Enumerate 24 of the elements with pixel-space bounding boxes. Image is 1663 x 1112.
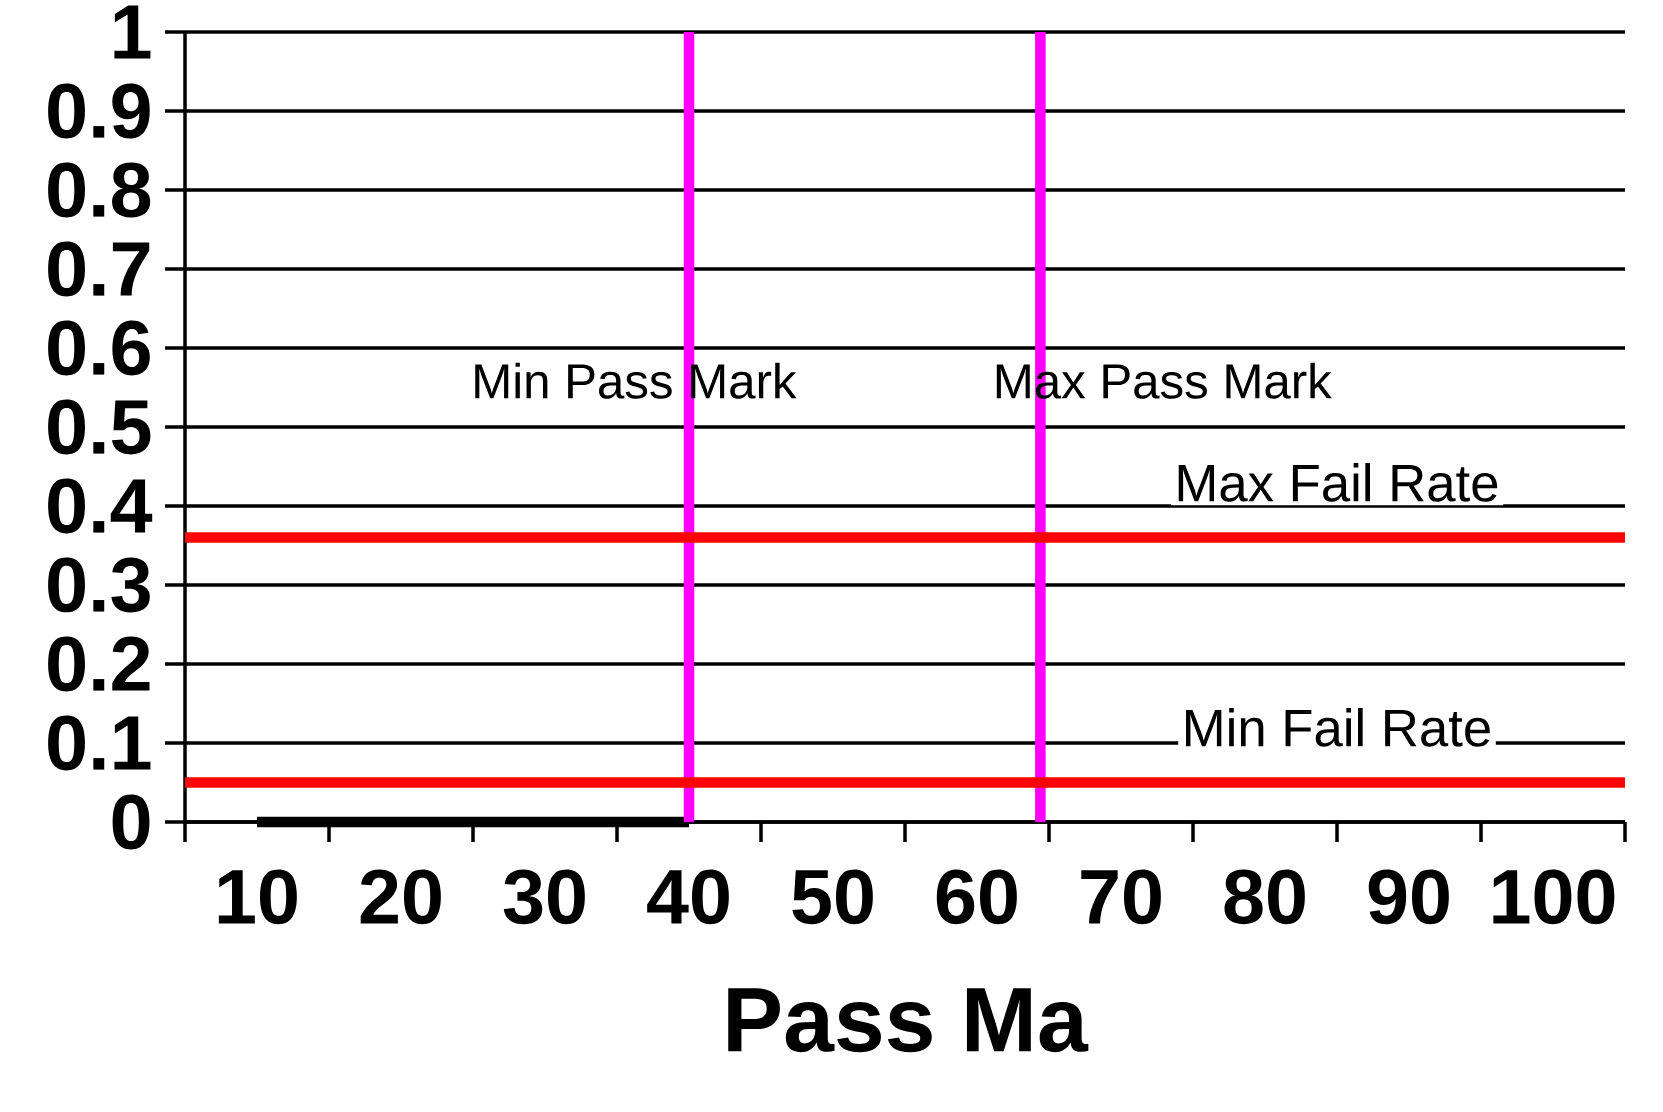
x-tick-label: 20 [360,869,441,925]
x-tick-label: 50 [792,869,873,925]
y-tick-label: 0.2 [48,636,150,692]
x-tick-label: 40 [647,869,729,925]
x-tick-label: 80 [1224,869,1305,925]
y-tick-label: 0.3 [48,557,150,613]
y-tick-label: 0.8 [48,162,151,218]
x-tick-label: 10 [218,869,297,925]
x-tick-label: 100 [1493,869,1615,925]
x-tick-label: 30 [503,869,585,925]
x-axis-title: Pass Ma [728,988,1089,1053]
y-tick-label: 0.4 [48,478,153,534]
ref-line-label: Min Fail Rate [1186,707,1490,747]
y-tick-label: 0 [112,794,150,850]
x-tick-label: 90 [1368,869,1449,925]
y-tick-label: 0.6 [48,320,150,376]
x-tick-label: 60 [936,869,1017,925]
x-tick-label: 70 [1081,869,1161,925]
y-tick-label: 0.7 [48,241,150,297]
y-tick-label: 0.5 [48,399,151,455]
y-tick-label: 0.9 [48,83,150,139]
y-tick-label: 0.1 [48,715,151,771]
ref-line-label: Max Fail Rate [1178,463,1498,502]
y-tick-label: 1 [114,5,151,59]
